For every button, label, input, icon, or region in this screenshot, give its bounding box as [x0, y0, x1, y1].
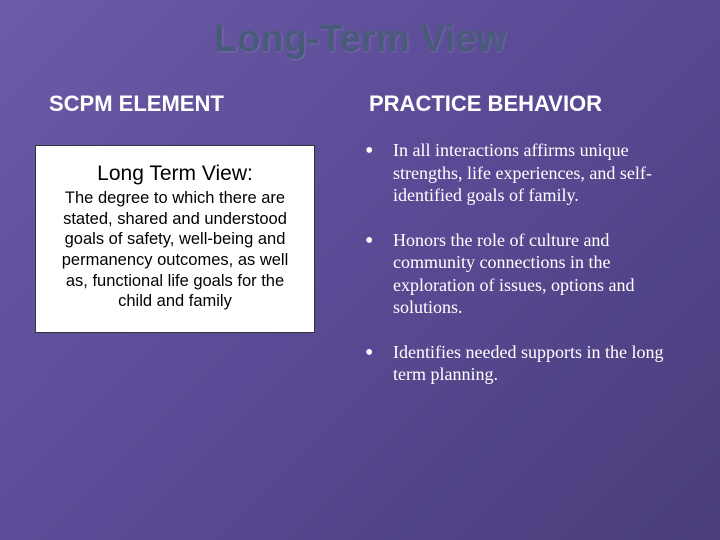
- right-column-header: PRACTICE BEHAVIOR: [365, 91, 685, 117]
- right-column: PRACTICE BEHAVIOR In all interactions af…: [365, 91, 685, 408]
- bullet-item: Identifies needed supports in the long t…: [365, 341, 685, 386]
- box-title: Long Term View:: [50, 162, 300, 186]
- bullet-list: In all interactions affirms unique stren…: [365, 139, 685, 386]
- slide-title: Long-Term View: [0, 0, 720, 61]
- bullet-item: Honors the role of culture and community…: [365, 229, 685, 319]
- bullet-item: In all interactions affirms unique stren…: [365, 139, 685, 207]
- box-body: The degree to which there are stated, sh…: [50, 188, 300, 312]
- scpm-element-box: Long Term View: The degree to which ther…: [35, 145, 315, 333]
- left-column: SCPM ELEMENT Long Term View: The degree …: [35, 91, 335, 408]
- left-column-header: SCPM ELEMENT: [35, 91, 335, 117]
- content-area: SCPM ELEMENT Long Term View: The degree …: [0, 61, 720, 408]
